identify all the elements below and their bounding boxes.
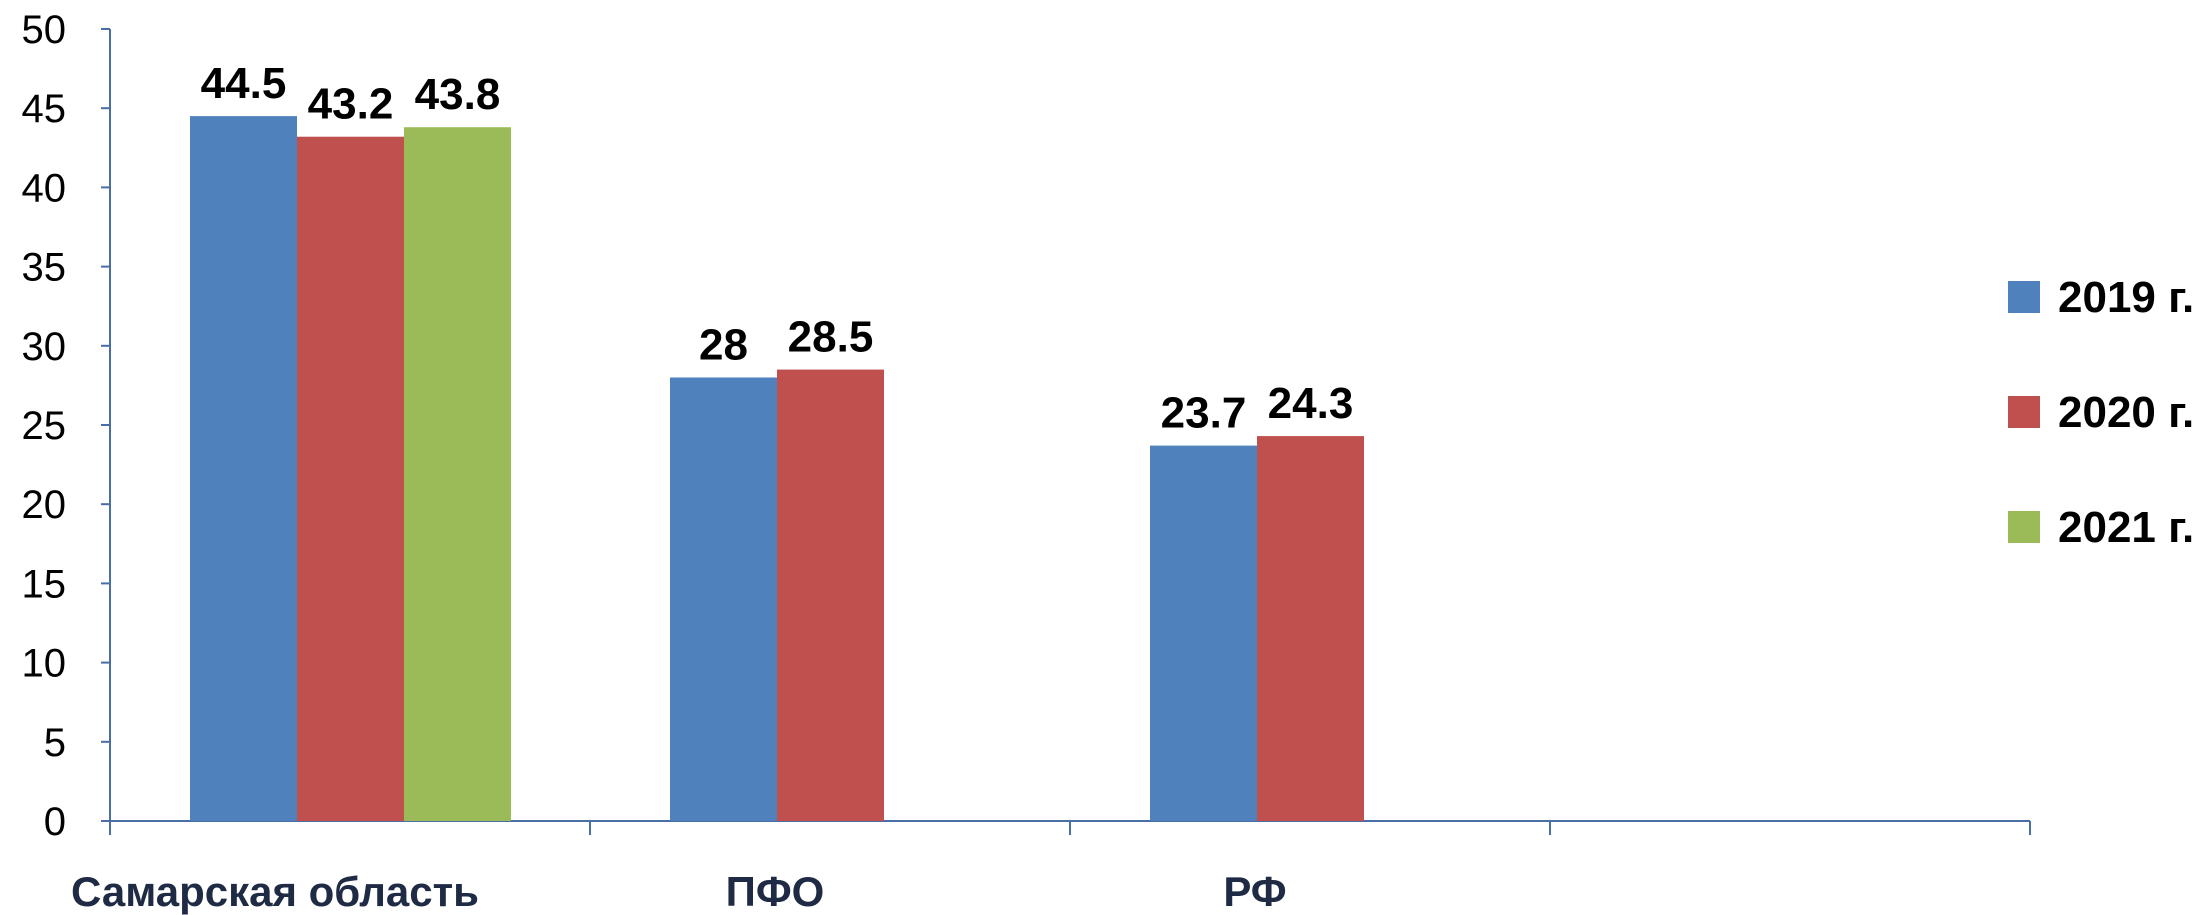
data-labels: 44.5 43.2 43.8 28 28.5 23.7 24.3: [201, 59, 1354, 437]
data-label-1-2: 24.3: [1268, 379, 1354, 428]
x-axis: Самарская область ПФО РФ: [71, 820, 2031, 915]
category-label: РФ: [1223, 868, 1286, 915]
legend-swatch-0: [2008, 281, 2040, 313]
legend: 2019 г. 2020 г. 2021 г.: [2008, 273, 2194, 552]
y-tick-label: 5: [44, 721, 66, 765]
legend-label-2: 2021 г.: [2058, 503, 2194, 552]
data-label-1-1: 28.5: [788, 313, 874, 362]
data-label-0-2: 23.7: [1161, 389, 1247, 438]
category-label: ПФО: [726, 868, 825, 915]
legend-swatch-2: [2008, 511, 2040, 543]
category-label: Самарская область: [71, 868, 479, 915]
legend-swatch-1: [2008, 396, 2040, 428]
legend-label-1: 2020 г.: [2058, 388, 2194, 437]
y-tick-label: 0: [44, 800, 66, 844]
bar-1-0: [297, 136, 404, 821]
data-label-0-1: 28: [699, 320, 748, 369]
bars: [190, 116, 1364, 822]
bar-2-0: [404, 127, 511, 821]
bar-1-2: [1257, 436, 1364, 821]
y-tick-label: 50: [22, 8, 67, 52]
data-label-0-0: 44.5: [201, 59, 287, 108]
bar-0-1: [670, 377, 777, 821]
y-tick-label: 30: [22, 325, 67, 369]
y-tick-label: 15: [22, 562, 67, 606]
y-tick-label: 35: [22, 246, 67, 290]
legend-label-0: 2019 г.: [2058, 273, 2194, 322]
data-label-2-0: 43.8: [415, 70, 501, 119]
y-axis: 0 5 10 15 20 25 30 35 40 45 50: [22, 8, 111, 844]
bar-1-1: [777, 369, 884, 821]
y-tick-label: 40: [22, 166, 67, 210]
y-tick-label: 10: [22, 642, 67, 686]
bar-0-2: [1150, 445, 1257, 821]
y-tick-label: 45: [22, 87, 67, 131]
y-tick-label: 25: [22, 404, 67, 448]
data-label-1-0: 43.2: [308, 80, 394, 129]
bar-0-0: [190, 116, 297, 822]
y-tick-label: 20: [22, 483, 67, 527]
